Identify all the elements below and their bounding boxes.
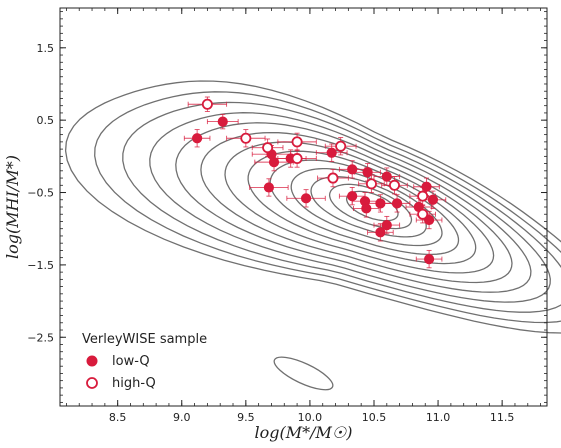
point-low-q <box>427 194 439 205</box>
point-low-q <box>421 181 432 192</box>
legend-marker-low-q <box>86 355 98 367</box>
point-low-q <box>391 198 403 209</box>
point-high-q <box>417 208 429 220</box>
legend-label: high-Q <box>112 376 156 391</box>
y-tick-label: 0.5 <box>37 114 55 127</box>
contour-line <box>122 101 561 313</box>
data-points <box>192 98 439 265</box>
contour-line <box>200 131 513 284</box>
point-low-q <box>361 203 372 214</box>
point-low-q <box>381 171 392 182</box>
y-tick-label: 1.5 <box>37 42 55 55</box>
x-tick-label: 10.5 <box>362 411 387 424</box>
y-axis-label: log(MHI/M*) <box>3 155 22 259</box>
legend-label: low-Q <box>112 354 150 369</box>
y-tick-label: −1.5 <box>27 259 54 272</box>
point-low-q <box>263 182 274 193</box>
point-high-q <box>327 172 339 184</box>
point-high-q <box>291 153 303 165</box>
contour-line <box>310 176 427 238</box>
point-high-q <box>240 132 252 144</box>
point-high-q <box>201 98 213 110</box>
point-low-q <box>362 167 373 178</box>
point-high-q <box>365 178 377 190</box>
contour-line <box>345 190 399 222</box>
x-tick-label: 8.5 <box>109 411 127 424</box>
legend-marker-high-q <box>86 377 98 389</box>
x-tick-label: 9.0 <box>173 411 191 424</box>
point-low-q <box>300 193 312 204</box>
point-low-q <box>268 157 280 168</box>
point-low-q <box>347 164 358 175</box>
point-low-q <box>423 254 435 265</box>
x-axis-label: log(M*/M☉) <box>255 423 353 442</box>
legend: VerleyWISE sample low-Q high-Q <box>82 332 207 391</box>
contour-line <box>149 112 551 303</box>
contour-line <box>94 91 561 324</box>
point-low-q <box>192 133 203 144</box>
legend-title: VerleyWISE sample <box>82 332 207 347</box>
x-tick-label: 9.5 <box>237 411 255 424</box>
point-high-q <box>417 190 429 202</box>
density-contours <box>64 80 561 391</box>
point-high-q <box>262 142 274 154</box>
contour-line <box>64 80 561 334</box>
point-high-q <box>388 179 400 191</box>
contour-island <box>273 356 334 391</box>
y-tick-label: −2.5 <box>27 331 54 344</box>
point-high-q <box>335 140 347 152</box>
contour-line <box>175 122 532 293</box>
x-tick-label: 11.0 <box>426 411 451 424</box>
point-low-q <box>326 147 337 158</box>
contour-line <box>290 167 443 247</box>
point-low-q <box>217 116 228 127</box>
point-low-q <box>375 227 386 238</box>
point-low-q <box>375 198 386 209</box>
contour-line <box>224 141 495 274</box>
x-tick-label: 11.5 <box>490 411 515 424</box>
point-low-q <box>347 191 358 202</box>
point-low-q <box>381 219 392 231</box>
x-tick-label: 10.0 <box>298 411 323 424</box>
axis-ticks: 8.5 9.0 9.5 10.0 10.5 11.0 11.5 1.5 0.5 −0.5 −1.5 −… <box>27 8 547 424</box>
y-tick-label: −0.5 <box>27 187 54 200</box>
point-high-q <box>291 136 303 148</box>
